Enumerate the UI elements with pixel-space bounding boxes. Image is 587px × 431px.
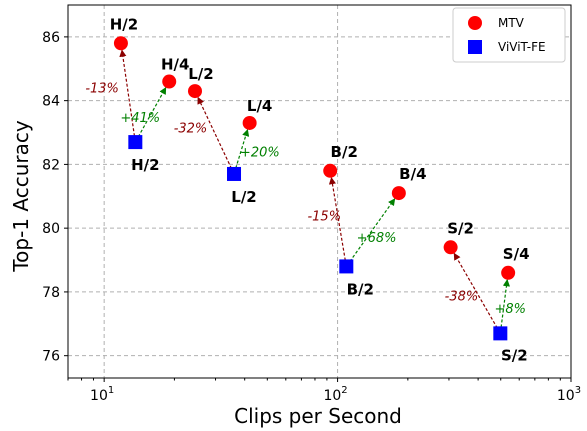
vivit-point bbox=[339, 259, 354, 274]
annotations: -13%+41% -32% +20% -15% +68% -38% +8% bbox=[85, 49, 526, 329]
y-tick-label: 78 bbox=[42, 285, 60, 301]
legend-label: ViViT-FE bbox=[498, 40, 546, 54]
mtv-point bbox=[391, 186, 406, 201]
point-labels: H/2H/4L/2L/4B/2B/4S/2S/4H/2L/2B/2S/2 bbox=[110, 15, 530, 364]
vivit-point-label: H/2 bbox=[131, 156, 159, 174]
mtv-point bbox=[501, 265, 516, 280]
vivit-point bbox=[493, 326, 508, 341]
y-tick-label: 76 bbox=[42, 349, 60, 365]
x-axis-title: Clips per Second bbox=[234, 404, 402, 428]
annotation-arrow-decrease bbox=[119, 49, 136, 137]
vivit-point-label: B/2 bbox=[347, 280, 374, 298]
vivit-point-label: L/2 bbox=[231, 188, 256, 206]
mtv-point bbox=[187, 84, 202, 99]
annotation-arrow-decrease bbox=[453, 252, 498, 329]
legend-label: MTV bbox=[498, 16, 525, 30]
mtv-point-label: S/4 bbox=[503, 245, 530, 263]
mtv-point bbox=[443, 240, 458, 255]
mtv-point-label: B/2 bbox=[331, 143, 358, 161]
y-tick-label: 86 bbox=[42, 30, 60, 46]
annotation-arrow-increase bbox=[500, 279, 511, 328]
axes: 76 78 80 82 84 86 101 102 103 bbox=[42, 4, 581, 404]
plot-frame bbox=[67, 4, 572, 379]
legend-marker-vivit bbox=[468, 40, 482, 54]
legend: MTV ViViT-FE bbox=[452, 7, 566, 63]
mtv-point-label: H/2 bbox=[110, 15, 138, 33]
annotation-label: -32% bbox=[174, 122, 208, 137]
annotation-label: +68% bbox=[357, 231, 397, 246]
annotation-label: +41% bbox=[120, 111, 160, 126]
x-tick-label: 103 bbox=[557, 385, 581, 404]
mtv-point-label: L/2 bbox=[188, 65, 213, 83]
x-tick-label: 101 bbox=[90, 385, 114, 404]
annotation-label: +8% bbox=[494, 302, 526, 317]
annotation-arrow-increase bbox=[349, 198, 396, 262]
vivit-point bbox=[128, 135, 143, 150]
annotation-arrow-decrease bbox=[197, 96, 232, 169]
mtv-point bbox=[323, 163, 338, 178]
annotation-arrow-increase bbox=[235, 128, 250, 169]
mtv-point-label: H/4 bbox=[161, 56, 189, 74]
mtv-point bbox=[113, 36, 128, 51]
annotation-arrow-increase bbox=[137, 86, 167, 138]
vivit-point-label: S/2 bbox=[501, 346, 528, 364]
y-tick-label: 82 bbox=[42, 157, 60, 173]
annotation-arrow-decrease bbox=[328, 176, 346, 261]
legend-marker-mtv bbox=[468, 16, 482, 30]
vivit-point bbox=[227, 166, 242, 181]
y-tick-label: 84 bbox=[42, 94, 60, 110]
annotation-label: -38% bbox=[445, 289, 479, 304]
mtv-point bbox=[242, 115, 257, 130]
mtv-point-label: S/2 bbox=[447, 219, 474, 237]
y-tick-label: 80 bbox=[42, 221, 60, 237]
y-axis-title: Top-1 Accuracy bbox=[9, 120, 33, 273]
annotation-label: -15% bbox=[307, 210, 341, 225]
annotation-label: +20% bbox=[240, 145, 280, 160]
annotation-label: -13% bbox=[85, 82, 119, 97]
mtv-point-label: L/4 bbox=[247, 97, 272, 115]
mtv-point bbox=[162, 74, 177, 89]
x-tick-label: 102 bbox=[323, 385, 347, 404]
mtv-point-label: B/4 bbox=[399, 165, 426, 183]
data-points bbox=[113, 36, 516, 341]
